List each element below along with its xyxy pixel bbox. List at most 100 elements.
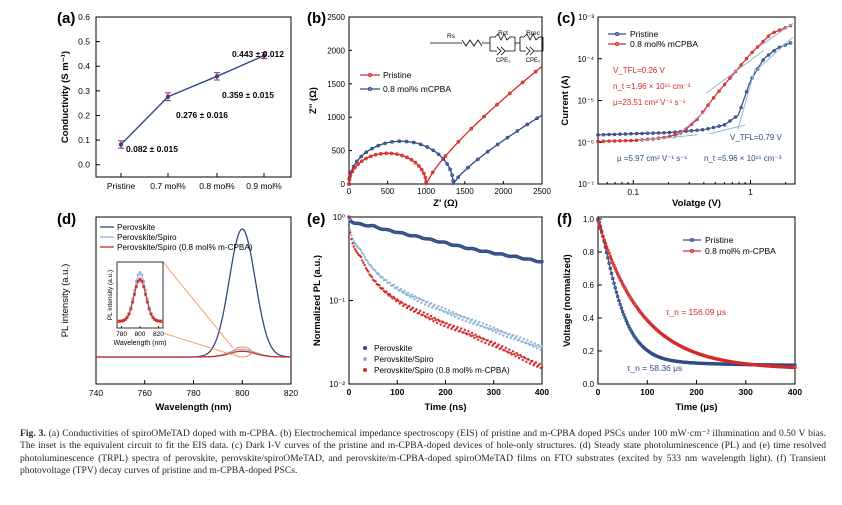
data-point bbox=[484, 326, 487, 329]
data-point bbox=[390, 295, 393, 298]
x-tick-label: 1500 bbox=[456, 187, 474, 196]
data-point bbox=[525, 122, 530, 127]
data-point bbox=[402, 304, 405, 308]
data-label: 0.082 ± 0.015 bbox=[126, 144, 178, 154]
data-point bbox=[439, 308, 442, 312]
legend-label: 0.8 mol% mCPBA bbox=[383, 84, 451, 94]
data-point bbox=[527, 358, 530, 361]
data-point bbox=[355, 243, 358, 247]
annotation-text: n_t =1.96 × 10¹⁵ cm⁻³ bbox=[613, 82, 691, 91]
data-point bbox=[755, 67, 760, 71]
data-point bbox=[468, 321, 471, 324]
y-axis-label: Normalized PL (a.u.) bbox=[312, 255, 323, 346]
data-point bbox=[480, 324, 483, 328]
data-point bbox=[451, 179, 455, 183]
data-point bbox=[529, 340, 533, 344]
data-point bbox=[492, 326, 495, 329]
data-point bbox=[494, 331, 498, 334]
data-point bbox=[516, 353, 520, 357]
legend-marker bbox=[363, 357, 367, 361]
figure-caption: Fig. 3. (a) Conductivities of spiroOMeTA… bbox=[20, 428, 826, 478]
legend-label: Perovskite/Spiro bbox=[374, 355, 434, 364]
data-point bbox=[750, 50, 754, 55]
data-point bbox=[474, 319, 477, 322]
data-point bbox=[445, 322, 448, 325]
data-point bbox=[138, 277, 142, 281]
data-point bbox=[364, 156, 368, 161]
data-point bbox=[376, 143, 381, 148]
y-tick-label: 0.5 bbox=[78, 37, 90, 47]
circuit-label: CPE₂ bbox=[526, 58, 541, 64]
data-point bbox=[384, 151, 389, 156]
x-tick-label: 0.9 mol% bbox=[246, 181, 282, 191]
data-point bbox=[517, 356, 521, 360]
x-tick-label: 1 bbox=[748, 187, 753, 197]
data-point bbox=[385, 290, 388, 293]
data-point bbox=[500, 345, 504, 348]
zoom-arrow bbox=[162, 332, 234, 356]
data-point bbox=[417, 311, 421, 315]
data-point bbox=[526, 339, 529, 342]
data-point bbox=[487, 328, 491, 331]
data-point bbox=[408, 294, 411, 297]
data-point bbox=[448, 167, 452, 172]
data-point bbox=[722, 82, 727, 87]
data-point bbox=[399, 287, 403, 291]
x-tick-label: 0.7 mol% bbox=[150, 181, 186, 191]
equivalent-circuit-inset: Rs Rct Rrec CPE₁ CPE₂ bbox=[430, 30, 544, 64]
data-point bbox=[413, 160, 418, 165]
data-point bbox=[359, 159, 364, 164]
x-tick-label: 820 bbox=[284, 388, 298, 398]
data-point bbox=[409, 295, 412, 299]
data-point bbox=[377, 283, 381, 287]
panel-label: (a) bbox=[57, 10, 75, 27]
data-point bbox=[429, 314, 433, 318]
data-point bbox=[449, 323, 452, 326]
data-label: 0.276 ± 0.016 bbox=[176, 110, 228, 120]
data-point bbox=[422, 299, 425, 302]
zoom-arrow bbox=[162, 261, 234, 349]
panel-label: (f) bbox=[557, 211, 572, 228]
data-point bbox=[379, 151, 383, 156]
data-point bbox=[443, 310, 446, 313]
legend-marker bbox=[689, 237, 695, 243]
data-point bbox=[347, 215, 351, 219]
x-tick-label: 300 bbox=[487, 387, 501, 397]
data-point bbox=[761, 39, 765, 44]
data-point bbox=[472, 334, 475, 337]
x-tick-label: 800 bbox=[235, 388, 249, 398]
data-point bbox=[534, 344, 538, 347]
data-point bbox=[406, 291, 410, 294]
data-point bbox=[373, 152, 378, 157]
data-point bbox=[388, 293, 392, 296]
data-point bbox=[385, 279, 388, 282]
data-point bbox=[381, 287, 384, 290]
data-point bbox=[520, 80, 525, 85]
data-point bbox=[498, 332, 501, 336]
data-point bbox=[533, 342, 536, 345]
data-point bbox=[456, 314, 459, 317]
data-point bbox=[388, 281, 392, 284]
data-point bbox=[462, 331, 465, 334]
data-point bbox=[458, 329, 462, 333]
fit-line bbox=[706, 49, 765, 94]
data-point bbox=[450, 173, 454, 177]
data-point bbox=[449, 312, 452, 315]
data-point bbox=[350, 234, 353, 237]
data-point bbox=[522, 337, 526, 341]
data-point bbox=[349, 231, 352, 234]
y-tick-label: 0.6 bbox=[78, 12, 90, 22]
data-point bbox=[452, 313, 456, 316]
panel-f-frame bbox=[597, 216, 796, 385]
data-point bbox=[356, 251, 359, 255]
data-point bbox=[433, 316, 436, 320]
data-point bbox=[347, 177, 352, 182]
legend-label: Perovskite bbox=[374, 344, 413, 353]
data-point bbox=[495, 102, 499, 107]
circuit-label: Rs bbox=[447, 33, 456, 40]
data-point bbox=[711, 96, 716, 100]
y-axis-label: Z'' (Ω) bbox=[308, 87, 319, 114]
data-point bbox=[351, 242, 354, 245]
panel-label: (d) bbox=[57, 211, 76, 228]
data-point bbox=[429, 302, 433, 305]
